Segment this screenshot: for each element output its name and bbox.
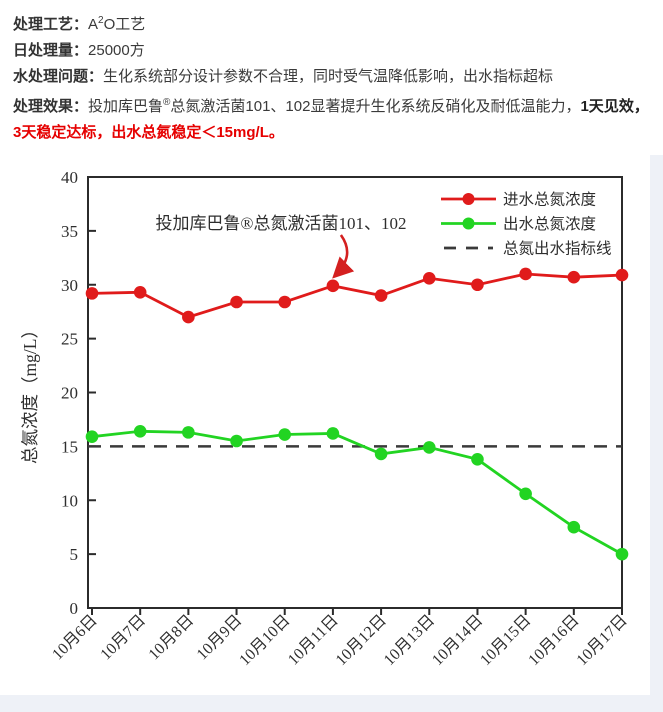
data-point xyxy=(422,441,436,454)
x-tick-label: 10月10日 xyxy=(236,612,293,669)
info-line-problem: 水处理问题：生化系统部分设计参数不合理，同时受气温降低影响，出水指标超标 xyxy=(13,64,651,90)
process-superscript: 2 xyxy=(98,15,104,26)
x-tick-label: 10月13日 xyxy=(381,612,438,669)
data-point xyxy=(326,427,340,440)
data-point xyxy=(567,520,581,534)
capacity-value: 25000方 xyxy=(88,42,145,59)
treatment-summary: 处理工艺：A2O工艺 日处理量：25000方 水处理问题：生化系统部分设计参数不… xyxy=(0,0,663,155)
effect-label: 处理效果： xyxy=(13,98,89,115)
x-tick-label: 10月7日 xyxy=(97,612,149,664)
legend-label: 出水总氮浓度 xyxy=(503,215,596,233)
data-point xyxy=(471,278,484,292)
y-tick-label: 25 xyxy=(61,330,78,349)
effect-bold-1: 1天 xyxy=(580,98,604,115)
effect-text-2: 总氮激活菌101、102显著提升生化系统反硝化及耐低温能力， xyxy=(170,98,581,115)
info-line-capacity: 日处理量：25000方 xyxy=(13,38,651,64)
data-point xyxy=(133,424,147,438)
problem-value: 生化系统部分设计参数不合理，同时受气温降低影响，出水指标超标 xyxy=(103,68,554,85)
effect-text: 投加库巴鲁 xyxy=(88,98,164,115)
data-point xyxy=(230,295,243,309)
process-value-post: O工艺 xyxy=(103,16,146,33)
x-tick-label: 10月14日 xyxy=(429,612,486,669)
data-point xyxy=(615,547,629,561)
x-tick-label: 10月6日 xyxy=(49,612,101,664)
nitrogen-concentration-chart: 051015202530354010月6日10月7日10月8日10月9日10月1… xyxy=(20,168,631,669)
data-point xyxy=(471,453,484,466)
registered-mark: ® xyxy=(163,97,171,108)
data-point xyxy=(182,310,195,324)
x-tick-label: 10月11日 xyxy=(285,612,342,669)
x-tick-label: 10月17日 xyxy=(574,612,631,669)
data-point xyxy=(422,271,436,285)
data-point xyxy=(230,434,243,448)
problem-label: 水处理问题： xyxy=(13,68,104,85)
data-point xyxy=(278,428,292,441)
data-point xyxy=(519,267,532,281)
data-point xyxy=(326,279,340,293)
y-tick-label: 10 xyxy=(61,491,78,510)
y-tick-label: 5 xyxy=(70,545,79,564)
legend-label: 总氮出水指标线 xyxy=(503,240,612,258)
x-tick-label: 10月15日 xyxy=(477,612,534,669)
x-tick-label: 10月16日 xyxy=(525,612,582,669)
effect-highlight: 3天稳定达标，出水总氮稳定＜15mg/L。 xyxy=(13,124,284,141)
data-point xyxy=(85,287,99,300)
info-line-effect: 处理效果：投加库巴鲁®总氮激活菌101、102显著提升生化系统反硝化及耐低温能力… xyxy=(13,94,651,146)
effect-bold-2: 见效， xyxy=(603,98,649,115)
annotation-arrow xyxy=(332,234,355,279)
influent-line xyxy=(91,272,623,319)
info-line-process: 处理工艺：A2O工艺 xyxy=(13,12,651,38)
effluent-line xyxy=(91,429,623,556)
capacity-label: 日处理量： xyxy=(13,42,89,59)
legend-marker xyxy=(462,193,475,205)
data-point xyxy=(85,430,99,443)
y-tick-label: 35 xyxy=(61,222,78,241)
y-axis-label: 总氮浓度（mg/L） xyxy=(20,321,40,464)
legend-marker xyxy=(462,217,475,230)
process-label: 处理工艺： xyxy=(13,16,89,33)
y-tick-label: 15 xyxy=(61,437,78,456)
y-tick-label: 0 xyxy=(70,599,79,618)
data-point xyxy=(567,270,581,284)
annotation-text: 投加库巴鲁®总氮激活菌101、102 xyxy=(156,214,407,233)
process-value-pre: A xyxy=(88,16,99,33)
data-point xyxy=(374,289,388,302)
y-tick-label: 30 xyxy=(61,276,78,295)
data-point xyxy=(133,285,147,299)
y-tick-label: 40 xyxy=(61,168,78,187)
x-tick-label: 10月8日 xyxy=(146,612,198,664)
y-tick-label: 20 xyxy=(61,384,78,403)
data-point xyxy=(182,426,195,439)
data-point xyxy=(278,295,292,309)
data-point xyxy=(374,447,388,461)
data-point xyxy=(519,487,532,501)
chart-panel: 0 5 10 15 20 25 30 35 40 10月6日 10月7日 10月8日 10月9日 10月1… xyxy=(0,155,650,695)
legend-label: 进水总氮浓度 xyxy=(503,191,596,209)
data-point xyxy=(615,268,629,282)
x-tick-label: 10月12日 xyxy=(333,612,390,669)
